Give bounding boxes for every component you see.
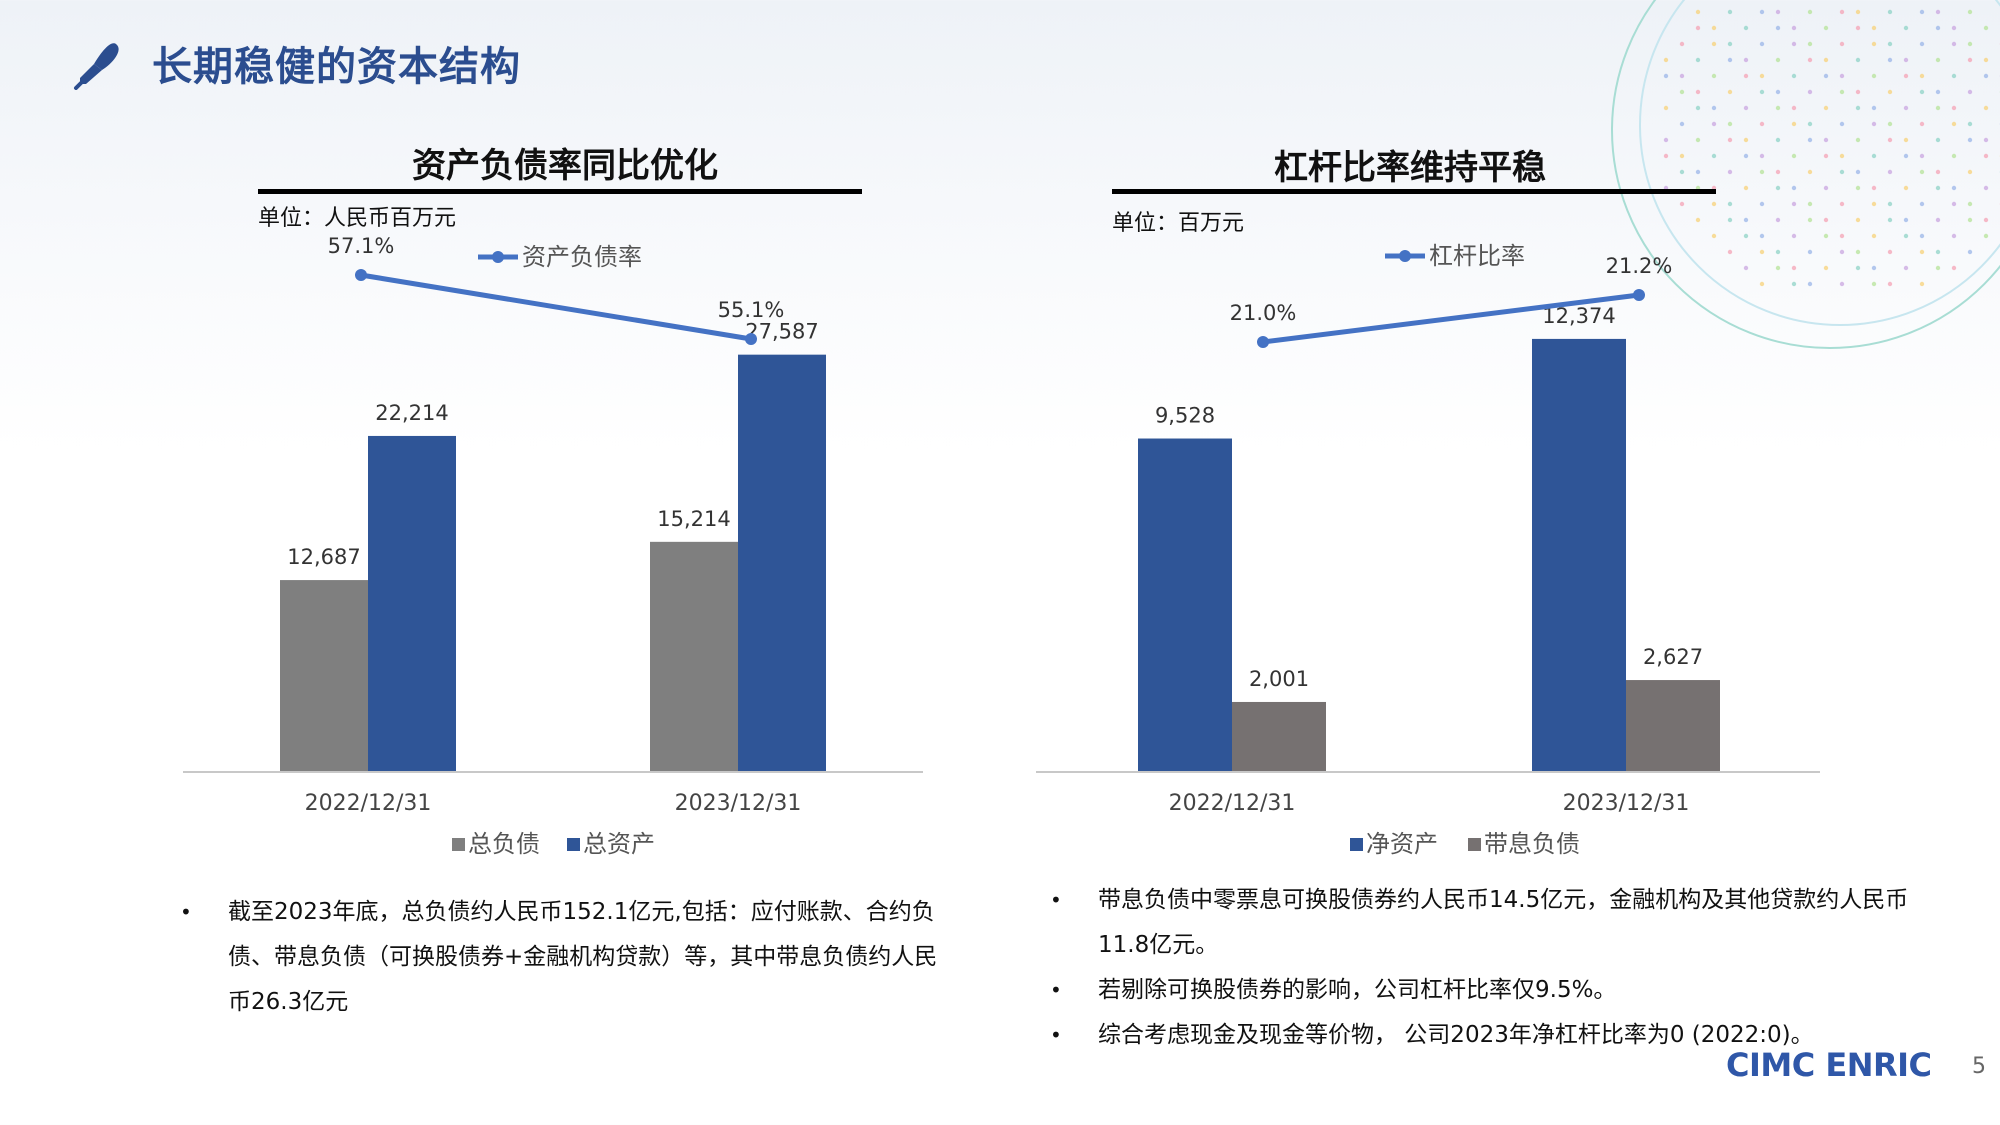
series-line [1262,292,1640,345]
data-label: 9,528 [1155,404,1215,428]
unit-label-left: 单位：人民币百万元 [258,206,457,231]
data-label: 15,214 [657,507,730,531]
legend-label: 净资产 [1366,830,1438,858]
page-title: 长期稳健的资本结构 [152,44,521,90]
legend-swatch [1468,838,1481,851]
note-item: 带息负债中零票息可换股债券约人民币14.5亿元，金融机构及其他贷款约人民币11.… [1050,878,1910,968]
x-tick-label: 2022/12/31 [305,791,432,816]
note-item: 若剔除可换股债券的影响，公司杠杆比率仅9.5%。 [1050,968,1910,1013]
title-rule-right [1112,189,1716,194]
chart-left: 12,687 22,214 2022/12/31 15,214 27,587 2023/1… [183,234,923,858]
legend-line-marker [492,251,504,263]
legend-line-label: 杠杆比率 [1429,242,1525,270]
line-point [1633,289,1645,301]
line-data-label: 55.1% [718,298,785,322]
data-label: 2,627 [1643,645,1703,669]
note-item: 综合考虑现金及现金等价物， 公司2023年净杠杆比率为0 (2022:0)。 [1050,1013,1910,1058]
brand-logo: CIMC ENRIC [1726,1046,1932,1084]
note-item: 截至2023年底，总负债约人民币152.1亿元,包括：应付账款、合约负债、带息负… [180,890,950,1025]
line-point [355,269,367,281]
globe-decoration-icon [1611,0,2000,349]
bar [368,435,456,772]
data-label: 2,001 [1249,667,1309,691]
bar [1232,701,1326,772]
legend-line-label: 资产负债率 [522,243,642,271]
bar [1626,680,1720,772]
bar [1138,438,1232,772]
x-tick-label: 2023/12/31 [675,791,802,816]
legend-swatch [452,838,465,851]
data-label: 12,687 [287,545,360,569]
line-point [745,333,757,345]
legend-swatch [567,838,580,851]
chart-title-left: 资产负债率同比优化 [412,146,718,186]
notes-right: 带息负债中零票息可换股债券约人民币14.5亿元，金融机构及其他贷款约人民币11.… [1050,878,1910,1058]
line-data-label: 57.1% [328,234,395,258]
unit-label-right: 单位：百万元 [1112,211,1245,236]
page-number: 5 [1972,1054,1986,1079]
line-data-label: 21.0% [1230,301,1297,325]
bar [650,541,738,772]
data-label: 22,214 [375,401,448,425]
legend-line-marker [1399,250,1411,262]
chart-right: 9,5282,0012022/12/3112,3742,6272023/12/3… [1036,242,1820,858]
series-line [360,272,752,342]
line-point [1257,336,1269,348]
bar [280,580,368,772]
data-label: 27,587 [745,320,818,344]
legend-label: 带息负债 [1484,830,1580,858]
x-tick-label: 2023/12/31 [1563,791,1690,816]
legend-label: 总资产 [583,830,655,858]
notes-left: 截至2023年底，总负债约人民币152.1亿元,包括：应付账款、合约负债、带息负… [180,890,950,1025]
bar [1532,338,1626,772]
chart-title-right: 杠杆比率维持平稳 [1274,148,1546,188]
x-tick-label: 2022/12/31 [1169,791,1296,816]
legend-swatch [1350,838,1363,851]
bar [738,354,826,772]
title-rule-left [258,189,862,194]
line-data-label: 21.2% [1606,254,1673,278]
legend-label: 总负债 [468,830,540,858]
pen-icon [74,43,119,90]
